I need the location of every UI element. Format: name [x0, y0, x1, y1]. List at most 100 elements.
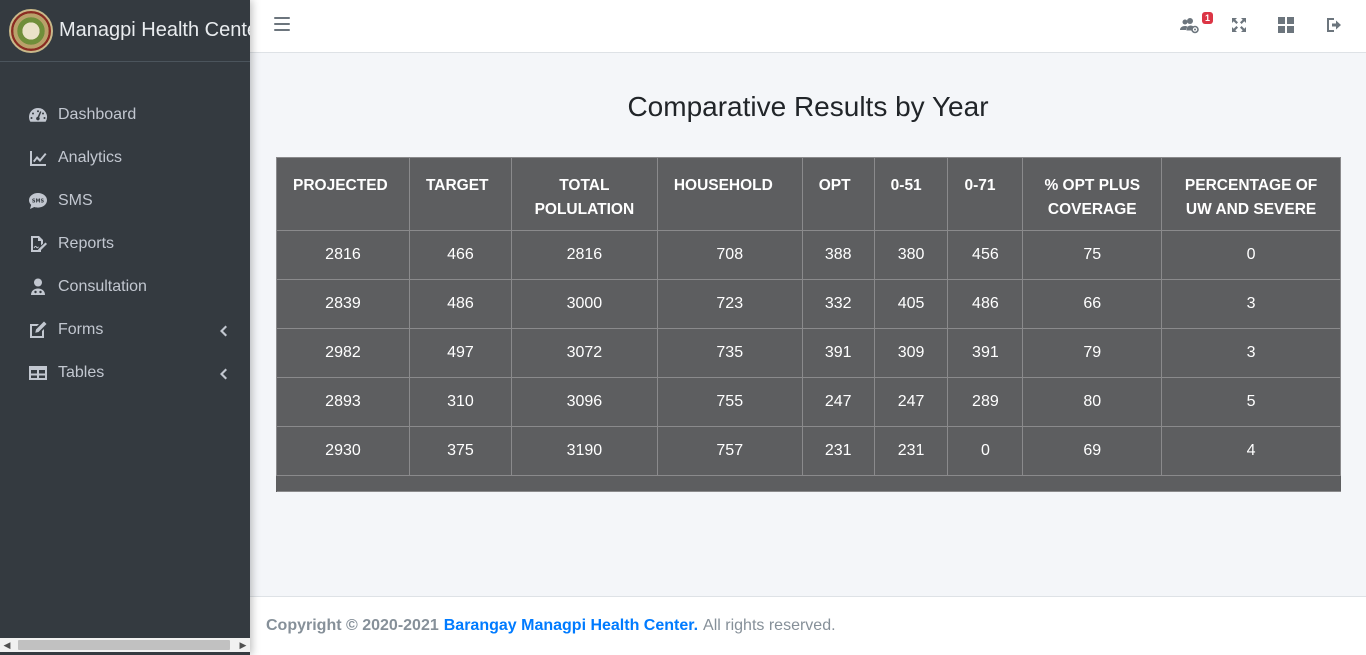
table-cell: 3: [1161, 279, 1341, 329]
table-cell: 3: [1161, 328, 1341, 378]
sign-out-icon[interactable]: [1324, 15, 1344, 35]
brand-title: Managpi Health Center: [59, 19, 250, 41]
main-footer: Copyright © 2020-2021 Barangay Managpi H…: [250, 596, 1366, 655]
column-header: TARGET: [408, 157, 512, 231]
table-cell: 486: [947, 279, 1024, 329]
table-cell: 69: [1022, 426, 1163, 476]
table-cell: 2839: [276, 279, 410, 329]
table-cell: 2893: [276, 377, 410, 427]
user-doctor-icon: [27, 277, 49, 297]
table-cell: 723: [656, 279, 803, 329]
sidebar-item-label: Forms: [58, 320, 104, 338]
scrollbar-thumb[interactable]: [18, 640, 230, 650]
comparative-results-table: PROJECTED TARGET TOTAL POLULATION HOUSEH…: [276, 157, 1341, 492]
expand-icon[interactable]: [1229, 15, 1249, 35]
column-header: PROJECTED: [276, 157, 410, 231]
horizontal-scrollbar[interactable]: ◀ ▶: [0, 638, 250, 652]
file-signature-icon: [27, 234, 49, 254]
sidebar-item-forms[interactable]: Forms: [0, 308, 250, 351]
footer-link[interactable]: Barangay Managpi Health Center.: [443, 617, 699, 634]
column-header: 0-71: [947, 157, 1024, 231]
table-cell: 3072: [510, 328, 658, 378]
chevron-left-icon: [218, 367, 228, 379]
sidebar-item-tables[interactable]: Tables: [0, 351, 250, 394]
column-header: 0-51: [873, 157, 949, 231]
table-row: 2893 310 3096 755 247 247 289 80 5: [276, 377, 1341, 427]
table-cell: 456: [947, 230, 1024, 280]
table-cell: 79: [1022, 328, 1163, 378]
th-large-icon[interactable]: [1276, 15, 1296, 35]
table-cell: 391: [947, 328, 1024, 378]
sidebar-item-reports[interactable]: Reports: [0, 222, 250, 265]
table-cell: 66: [1022, 279, 1163, 329]
sidebar-item-analytics[interactable]: Analytics: [0, 136, 250, 179]
table-cell: 80: [1022, 377, 1163, 427]
sidebar-item-label: Tables: [58, 363, 105, 381]
content-wrapper: Comparative Results by Year PROJECTED TA…: [250, 53, 1366, 596]
edit-icon: [27, 320, 49, 340]
table-cell: 5: [1161, 377, 1341, 427]
table-cell: 4: [1161, 426, 1341, 476]
table-cell: 247: [801, 377, 875, 427]
sidebar-item-sms[interactable]: SMS SMS: [0, 179, 250, 222]
notification-badge: 1: [1202, 12, 1214, 24]
table-cell: 380: [873, 230, 949, 280]
table-cell: 0: [947, 426, 1024, 476]
scroll-left-arrow-icon[interactable]: ◀: [3, 639, 11, 650]
table-cell: 247: [873, 377, 949, 427]
menu-toggle-icon[interactable]: [274, 17, 290, 31]
table-icon: [27, 363, 49, 383]
table-cell: 3190: [510, 426, 658, 476]
sidebar-item-label: Dashboard: [58, 105, 137, 123]
column-header: TOTAL POLULATION: [510, 157, 658, 231]
line-chart-icon: [27, 148, 49, 168]
column-header: % OPT PLUS COVERAGE: [1022, 157, 1163, 231]
table-row: 2930 375 3190 757 231 231 0 69 4: [276, 426, 1341, 476]
table-cell: 708: [656, 230, 803, 280]
table-row: 2839 486 3000 723 332 405 486 66 3: [276, 279, 1341, 329]
page-title: Comparative Results by Year: [627, 91, 989, 122]
sidebar-item-label: Consultation: [58, 277, 147, 295]
table-cell: 2816: [276, 230, 410, 280]
brand-logo: [9, 8, 53, 53]
main-sidebar: Managpi Health Center Dashboard Analytic…: [0, 0, 250, 655]
rights-text: All rights reserved.: [703, 617, 836, 634]
brand-link[interactable]: Managpi Health Center: [0, 0, 250, 62]
table-cell: 289: [947, 377, 1024, 427]
sidebar-item-label: Reports: [58, 234, 115, 252]
table-cell: 231: [873, 426, 949, 476]
table-cell: 757: [656, 426, 803, 476]
table-header-row: PROJECTED TARGET TOTAL POLULATION HOUSEH…: [276, 157, 1341, 231]
table-cell: 486: [408, 279, 512, 329]
sidebar-item-dashboard[interactable]: Dashboard: [0, 93, 250, 136]
sidebar-nav: Dashboard Analytics SMS SMS Reports Cons…: [0, 62, 250, 394]
table-cell: 391: [801, 328, 875, 378]
table-cell: 310: [408, 377, 512, 427]
table-cell: 3000: [510, 279, 658, 329]
table-cell: 0: [1161, 230, 1341, 280]
table-cell: 332: [801, 279, 875, 329]
table-cell: 375: [408, 426, 512, 476]
table-footer-spacer: [276, 475, 1341, 492]
column-header: OPT: [801, 157, 875, 231]
copyright-text: Copyright © 2020-2021: [266, 617, 439, 634]
sidebar-item-label: SMS: [58, 191, 93, 209]
table-cell: 2930: [276, 426, 410, 476]
top-navbar: 1: [250, 0, 1366, 53]
table-cell: 231: [801, 426, 875, 476]
sms-icon: SMS: [27, 191, 49, 211]
users-cog-icon[interactable]: [1179, 15, 1199, 35]
svg-text:SMS: SMS: [32, 198, 45, 204]
table-cell: 75: [1022, 230, 1163, 280]
table-cell: 497: [408, 328, 512, 378]
sidebar-item-consultation[interactable]: Consultation: [0, 265, 250, 308]
column-header: PERCENTAGE OF UW AND SEVERE: [1161, 157, 1341, 231]
table-cell: 466: [408, 230, 512, 280]
table-cell: 309: [873, 328, 949, 378]
table-cell: 405: [873, 279, 949, 329]
table-cell: 2982: [276, 328, 410, 378]
table-cell: 3096: [510, 377, 658, 427]
table-cell: 2816: [510, 230, 658, 280]
table-cell: 755: [656, 377, 803, 427]
scroll-right-arrow-icon[interactable]: ▶: [239, 639, 247, 650]
